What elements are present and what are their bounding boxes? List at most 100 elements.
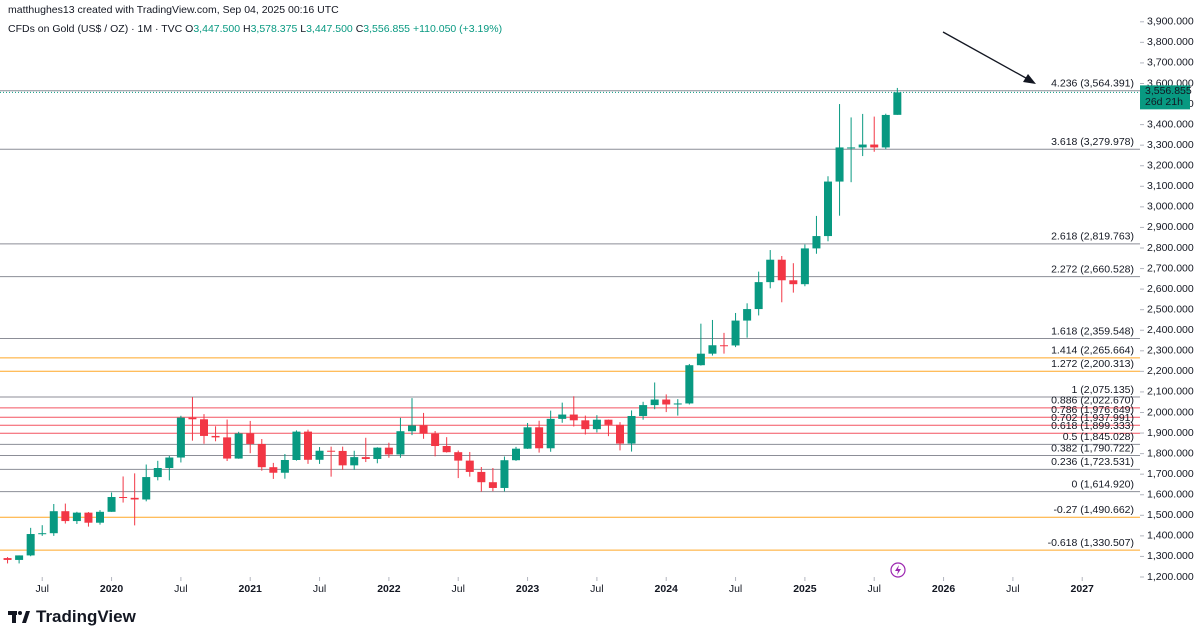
credit: matthughes13 created with TradingView.co… <box>8 4 339 16</box>
candle-body <box>512 448 520 461</box>
annotation-arrow <box>942 31 1034 83</box>
candle-body <box>696 353 705 366</box>
candle-body <box>15 555 24 560</box>
candle-body <box>153 468 162 478</box>
fib-label: 2.618 (2,819.763) <box>1051 231 1134 243</box>
y-tick-label: 2,300.000 <box>1147 345 1194 357</box>
candle-body <box>408 425 416 432</box>
candle-body <box>743 309 752 321</box>
event-icon-bolt <box>895 565 901 575</box>
logo <box>8 611 30 623</box>
candle-body <box>662 399 671 405</box>
candle-body <box>893 92 902 115</box>
y-tick-label: 2,000.000 <box>1147 406 1194 418</box>
candle-body <box>477 471 486 483</box>
candle-body <box>708 345 717 354</box>
x-tick-label: Jul <box>313 583 326 595</box>
symbol: CFDs on Gold (US$ / OZ) · 1M · TVC <box>8 23 183 35</box>
ohlc-key: H <box>242 23 251 35</box>
x-tick-label: 2024 <box>655 583 679 595</box>
y-tick-label: 2,200.000 <box>1147 365 1194 377</box>
candle-body <box>257 443 266 468</box>
candle-body <box>650 399 659 406</box>
x-tick-label: 2022 <box>377 583 401 595</box>
candle-body <box>569 414 578 421</box>
candle-body <box>488 482 497 488</box>
candle-body <box>500 460 509 488</box>
candle-body <box>26 534 35 556</box>
y-tick-label: 1,200.000 <box>1147 571 1194 583</box>
y-tick-label: 1,600.000 <box>1147 489 1194 501</box>
candle-body <box>107 497 116 512</box>
candle-body <box>627 415 636 444</box>
y-tick-label: 3,300.000 <box>1147 139 1194 151</box>
candle-body <box>870 144 879 148</box>
price-label: 3,556.855 <box>1145 85 1192 97</box>
candle-body <box>546 418 555 449</box>
candle-body <box>384 447 393 455</box>
candle-body <box>396 431 405 455</box>
candle-body <box>292 431 301 460</box>
candle-body <box>96 511 104 523</box>
candle-body <box>766 259 775 283</box>
candle-body <box>616 424 624 444</box>
candle-body <box>3 558 12 560</box>
y-tick-label: 3,800.000 <box>1147 36 1194 48</box>
candle-body <box>84 512 93 523</box>
y-tick-label: 1,500.000 <box>1147 509 1194 521</box>
fib-label: 0.618 (1,899.333) <box>1051 420 1134 432</box>
x-tick-label: 2023 <box>516 583 540 595</box>
candle-body <box>558 414 567 419</box>
candle-body <box>824 181 832 237</box>
price-box <box>1140 85 1190 110</box>
x-tick-label: 2026 <box>932 583 956 595</box>
candle-body <box>442 446 451 453</box>
fib-label: 0.5 (1,845.028) <box>1063 431 1134 443</box>
candle-body <box>142 477 151 500</box>
y-tick-label: 1,400.000 <box>1147 530 1194 542</box>
y-tick-label: 3,200.000 <box>1147 160 1194 172</box>
x-tick-label: Jul <box>452 583 465 595</box>
y-tick-label: 2,600.000 <box>1147 283 1194 295</box>
fib-label: 0.886 (2,022.670) <box>1051 395 1134 407</box>
candle-body <box>280 459 289 473</box>
candle-body <box>673 403 682 405</box>
fib-label: 0.702 (1,937.991) <box>1051 412 1134 424</box>
y-tick-label: 2,100.000 <box>1147 386 1194 398</box>
fib-label: 1.272 (2,200.313) <box>1051 358 1134 370</box>
y-tick-label: 2,400.000 <box>1147 324 1194 336</box>
ohlc-value: 3,447.500 <box>306 23 353 35</box>
candle-body <box>581 420 590 430</box>
candle-body <box>61 511 70 522</box>
candle-body <box>130 497 139 500</box>
x-tick-label: Jul <box>174 583 187 595</box>
candle-body <box>350 457 359 466</box>
fib-label: 3.618 (3,279.978) <box>1051 136 1134 148</box>
candle-body <box>176 417 185 458</box>
candle-body <box>881 114 890 148</box>
candle-body <box>812 236 821 249</box>
fib-label: -0.27 (1,490.662) <box>1053 504 1134 516</box>
candle-body <box>592 419 601 430</box>
fib-label: 1.618 (2,359.548) <box>1051 325 1134 337</box>
x-tick-label: 2027 <box>1071 583 1095 595</box>
candle-body <box>165 457 174 469</box>
event-icon <box>890 562 906 578</box>
candle-body <box>315 450 324 460</box>
candle-body <box>269 467 278 473</box>
x-tick-label: 2020 <box>100 583 124 595</box>
candle-body <box>431 433 440 447</box>
x-tick-label: 2025 <box>793 583 817 595</box>
candle-body <box>604 419 613 425</box>
x-tick-label: 2021 <box>239 583 263 595</box>
ohlc-value: 3,578.375 <box>250 23 298 35</box>
y-tick-label: 1,800.000 <box>1147 447 1194 459</box>
x-tick-label: Jul <box>729 583 742 595</box>
candle-body <box>373 447 382 459</box>
fib-label: 0 (1,614.920) <box>1072 478 1134 490</box>
candle-body <box>234 433 243 459</box>
candle-body <box>304 431 312 460</box>
y-tick-label: 3,700.000 <box>1147 57 1194 69</box>
